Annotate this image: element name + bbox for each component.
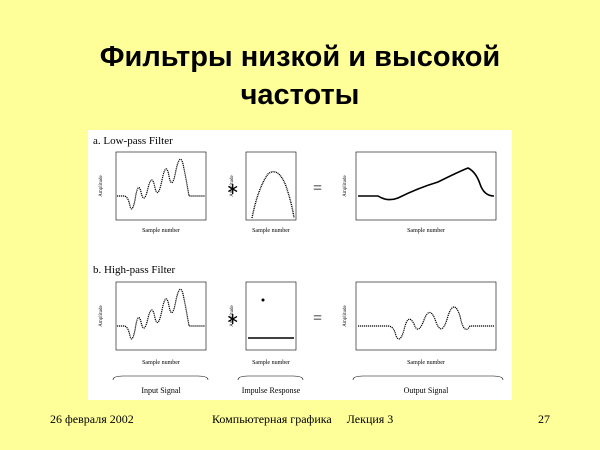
bottom-label-input: Input Signal: [141, 386, 181, 395]
xlabel: Sample number: [252, 228, 290, 234]
plot-b-impulse: Amplitude Sample number: [230, 281, 297, 366]
ylabel: Amplitude: [343, 175, 348, 197]
slide-title-line2: частоты: [240, 79, 360, 111]
xlabel: Sample number: [252, 360, 290, 366]
equals-symbol-a: =: [313, 180, 322, 197]
bottom-label-output: Output Signal: [404, 386, 449, 395]
xlabel: Sample number: [407, 360, 445, 366]
plot-a-impulse: Amplitude Sample number: [230, 151, 297, 234]
footer-course: Компьютерная графика Лекция 3: [212, 412, 394, 426]
plot-b-input: Amplitude Sample number: [99, 281, 207, 366]
convolution-symbol-a: ∗: [226, 181, 239, 198]
xlabel: Sample number: [142, 228, 180, 234]
ylabel: Amplitude: [230, 305, 235, 327]
xlabel: Sample number: [407, 228, 445, 234]
panel-a-title: a. Low-pass Filter: [93, 135, 173, 147]
convolution-symbol-b: ∗: [226, 311, 239, 328]
xlabel: Sample number: [142, 360, 180, 366]
plot-b-output: Amplitude Sample number: [343, 281, 497, 366]
slide-title-line1: Фильтры низкой и высокой: [99, 41, 501, 73]
footer-date: 26 февраля 2002: [50, 412, 134, 426]
slide-title: Фильтры низкой и высокой частоты: [0, 38, 600, 114]
ylabel: Amplitude: [99, 305, 104, 327]
plot-a-output: Amplitude Sample number: [343, 151, 497, 234]
ylabel: Amplitude: [99, 175, 104, 197]
ylabel: Amplitude: [230, 175, 235, 197]
filter-figure: a. Low-pass Filter b. High-pass Filter A…: [88, 130, 512, 400]
equals-symbol-b: =: [313, 310, 322, 327]
ylabel: Amplitude: [343, 305, 348, 327]
footer-page-number: 27: [538, 412, 550, 426]
panel-b-title: b. High-pass Filter: [93, 264, 176, 276]
plot-a-input: Amplitude Sample number: [99, 151, 207, 234]
bottom-label-impulse: Impulse Response: [242, 386, 301, 395]
